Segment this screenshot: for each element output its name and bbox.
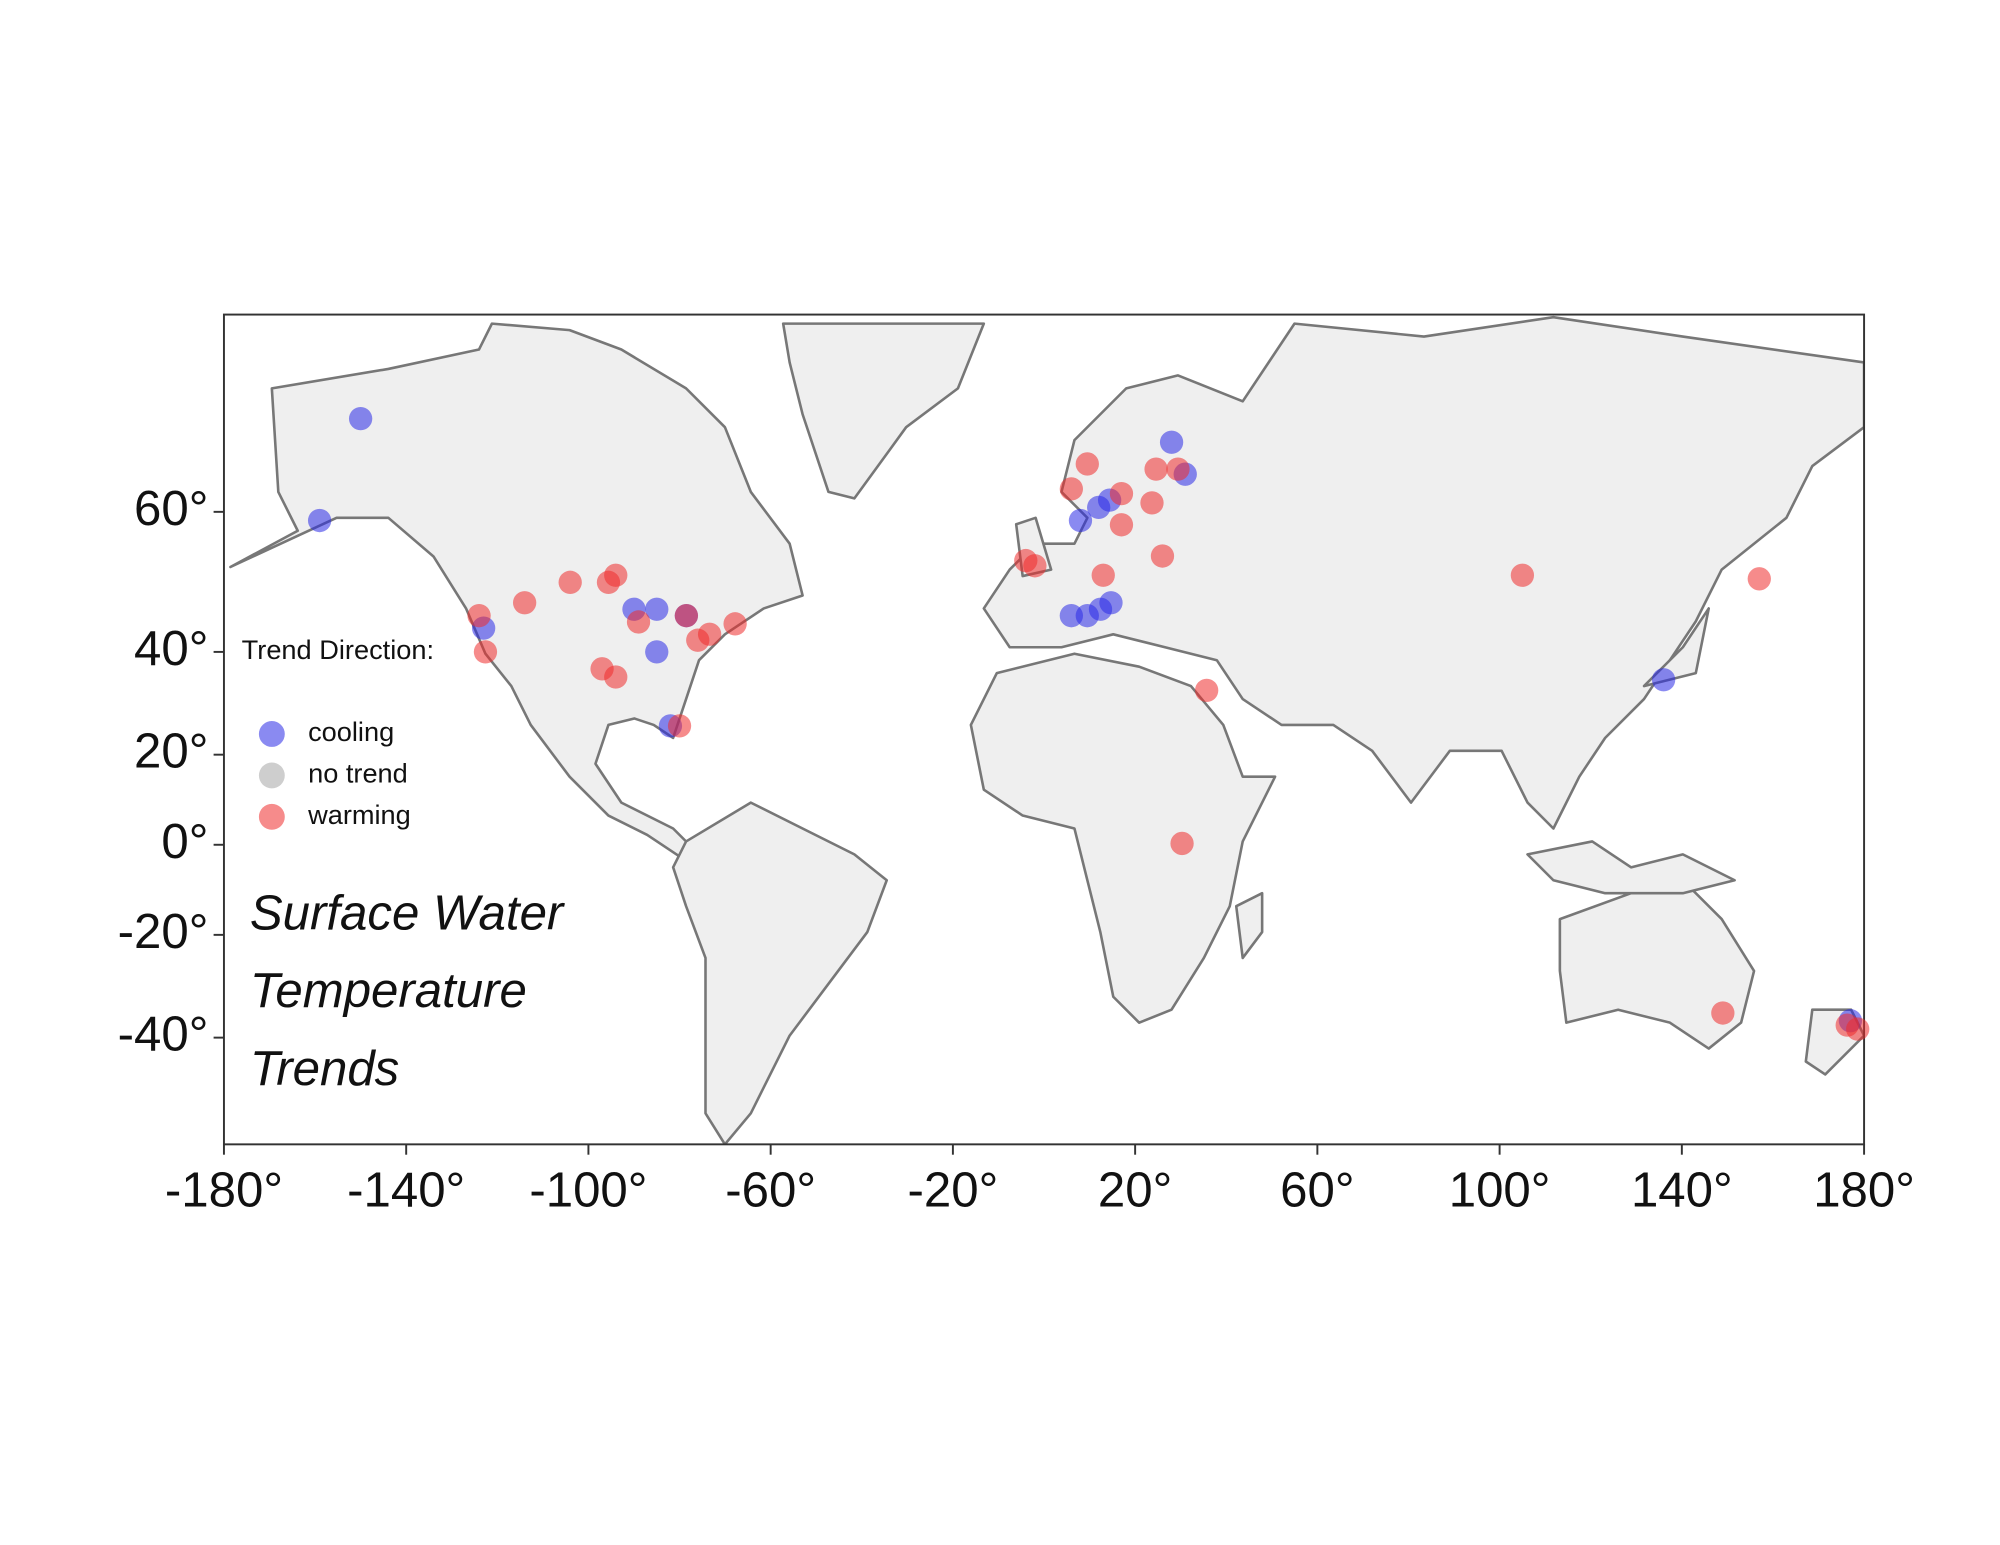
legend-label: cooling [308, 716, 394, 747]
legend: Trend Direction: cooling no trend warming [241, 635, 435, 830]
legend-label: warming [307, 799, 411, 830]
data-point [697, 622, 722, 646]
data-point [1099, 591, 1123, 615]
indonesia [1526, 840, 1736, 895]
x-tick-label: 20° [1098, 1163, 1172, 1218]
legend-marker [258, 803, 285, 830]
legend-title: Trend Direction: [241, 635, 435, 666]
data-point [1109, 481, 1134, 506]
data-point [1075, 452, 1099, 476]
data-point [626, 610, 651, 634]
legend-label: no trend [308, 758, 408, 789]
data-point [1711, 1001, 1735, 1025]
data-point [674, 604, 699, 628]
y-tick-label: 0° [161, 814, 208, 869]
annotation: Trends [250, 1041, 399, 1096]
japan [1642, 607, 1711, 688]
data-point [1023, 554, 1047, 578]
y-tick-label: -40° [118, 1007, 209, 1062]
legend-title-box: Trend Direction: [241, 635, 435, 666]
data-point [1140, 491, 1164, 515]
data-point [467, 604, 491, 628]
data-point [604, 665, 628, 689]
x-tick-label: -60° [725, 1163, 816, 1218]
x-tick-label: 140° [1631, 1163, 1733, 1218]
data-point [1651, 668, 1676, 692]
data-point [1510, 563, 1535, 587]
data-point [1166, 457, 1190, 481]
data-point [1068, 508, 1093, 533]
data-point [723, 612, 747, 636]
legend-marker [258, 762, 285, 789]
data-point [667, 714, 692, 738]
annotation: Temperature [250, 963, 527, 1018]
data-point [512, 591, 537, 615]
x-tick-label: 60° [1280, 1163, 1354, 1218]
data-point [348, 407, 373, 431]
marks: -180° -140° -100° -60° -20° 20° 60° 100° 140° 180… [118, 407, 1915, 1218]
data-point [1144, 457, 1168, 481]
data-point [558, 570, 582, 594]
africa [969, 652, 1277, 1024]
x-tick-label: 180° [1813, 1163, 1915, 1218]
data-point [473, 640, 498, 664]
data-point [1059, 604, 1083, 628]
x-tick-label: 100° [1449, 1163, 1551, 1218]
south-america [671, 801, 889, 1145]
madagascar [1234, 891, 1264, 960]
data-point [645, 597, 669, 621]
data-point [1159, 430, 1184, 454]
x-tick-label: -180° [165, 1163, 283, 1218]
data-point [604, 563, 628, 587]
eurasia [982, 315, 1865, 830]
annotation: Surface Water [250, 885, 566, 940]
x-tick-label: -140° [347, 1163, 465, 1218]
data-point [307, 508, 332, 533]
y-tick-label: 20° [134, 724, 208, 779]
greenland [781, 322, 986, 500]
data-point [645, 640, 669, 664]
data-point [1846, 1017, 1870, 1041]
x-tick-label: -100° [529, 1163, 647, 1218]
data-point [1170, 831, 1194, 856]
y-tick-label: 60° [134, 481, 208, 536]
data-point [1109, 513, 1134, 537]
y-tick-label: 40° [134, 621, 208, 676]
plot-frame [222, 313, 1866, 1146]
x-tick-label: -20° [908, 1163, 999, 1218]
data-point [1150, 544, 1175, 568]
data-point [1091, 563, 1115, 587]
legend-marker [258, 721, 285, 747]
data-point [1059, 477, 1083, 501]
data-point [1747, 567, 1771, 591]
data-point [1195, 678, 1219, 703]
y-tick-label: -20° [118, 904, 209, 959]
